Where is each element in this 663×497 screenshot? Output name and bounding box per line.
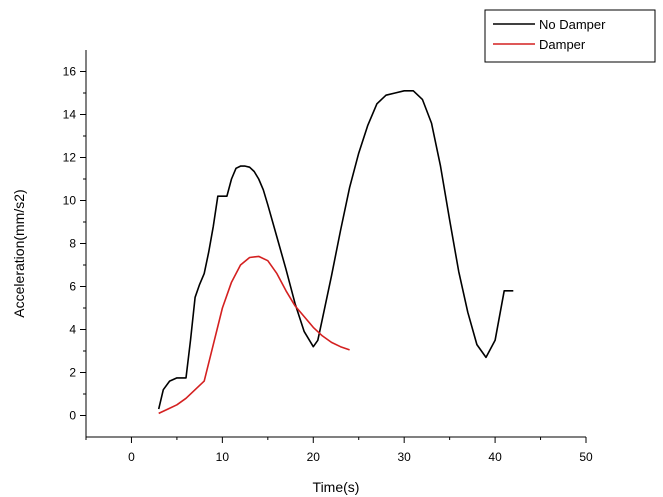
- legend-label-no-damper: No Damper: [539, 17, 606, 32]
- y-tick-label: 0: [69, 409, 76, 423]
- x-tick-label: 0: [128, 450, 135, 464]
- y-tick-label: 8: [69, 237, 76, 251]
- legend-items: No Damper Damper: [493, 17, 606, 52]
- y-tick-label: 12: [63, 151, 77, 165]
- y-tick-label: 16: [63, 65, 77, 79]
- y-tick-label: 2: [69, 366, 76, 380]
- series-line-no-damper: [157, 90, 514, 410]
- plot-area: 0 10 20 30 40 50 0 2 4 6 8 10 12 14 16: [63, 50, 593, 464]
- series-lines: [157, 90, 514, 415]
- x-tick-label: 40: [488, 450, 502, 464]
- y-tick-label: 14: [63, 108, 77, 122]
- y-tick-label: 4: [69, 323, 76, 337]
- y-tick-label: 6: [69, 280, 76, 294]
- x-tick-label: 50: [579, 450, 593, 464]
- x-axis-ticks: 0 10 20 30 40 50: [85, 437, 593, 464]
- y-axis-ticks: 0 2 4 6 8 10 12 14 16: [63, 65, 86, 423]
- x-tick-label: 30: [398, 450, 412, 464]
- x-tick-label: 20: [307, 450, 321, 464]
- legend: No Damper Damper: [484, 9, 656, 63]
- series-line-damper: [158, 255, 350, 415]
- legend-box: [484, 9, 656, 63]
- x-tick-label: 10: [216, 450, 230, 464]
- y-tick-label: 10: [63, 194, 77, 208]
- x-axis-title: Time(s): [313, 479, 360, 495]
- y-axis-title: Acceleration(mm/s2): [11, 189, 27, 317]
- legend-label-damper: Damper: [539, 37, 586, 52]
